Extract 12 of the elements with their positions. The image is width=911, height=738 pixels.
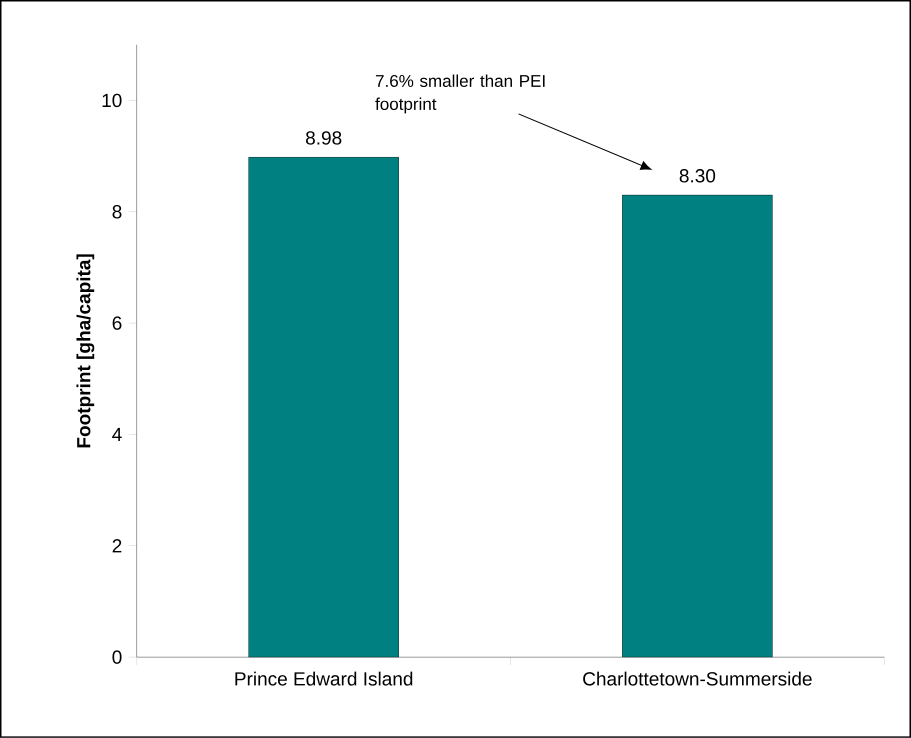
y-tick-label: 4 [112, 428, 122, 442]
y-tick-label: 10 [102, 94, 122, 108]
x-tick-label: Prince Edward Island [235, 672, 412, 686]
data-label: 8.30 [680, 169, 716, 183]
annotation: 7.6% smaller than PEI footprint [375, 74, 545, 114]
y-tick-label: 8 [112, 205, 122, 219]
y-axis-title: Footprint [gha/capita] [76, 254, 94, 448]
x-tick-label: Charlottetown-Summerside [583, 672, 812, 686]
y-tick-label: 0 [112, 650, 122, 664]
data-label: 8.98 [306, 131, 342, 145]
y-tick-label: 2 [112, 539, 122, 552]
y-tick-label: 6 [112, 316, 122, 330]
